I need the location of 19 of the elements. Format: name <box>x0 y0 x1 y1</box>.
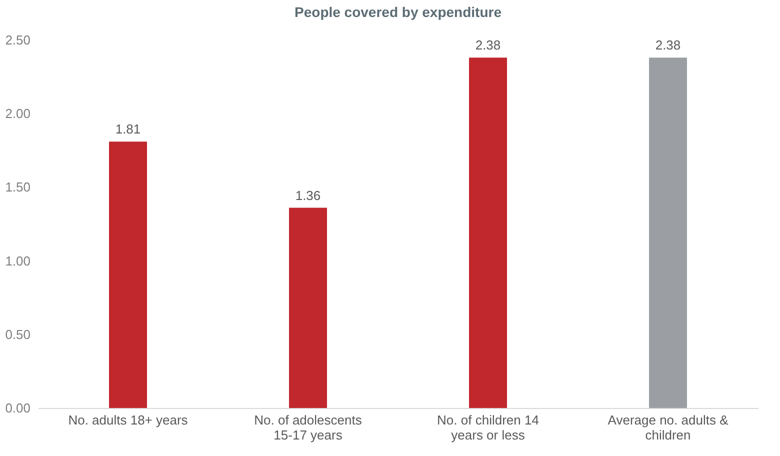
data-label: 2.38 <box>655 38 681 53</box>
x-tick-label: No. of children 14 years or less <box>437 412 539 442</box>
y-tick-label: 2.00 <box>5 106 30 122</box>
data-label: 2.38 <box>475 38 501 53</box>
data-label: 1.81 <box>115 122 141 137</box>
bar <box>289 208 327 408</box>
y-tick-label: 1.00 <box>5 253 30 268</box>
y-tick-label: 0.00 <box>5 400 30 416</box>
chart-title: People covered by expenditure <box>294 4 502 20</box>
x-tick-label: Average no. adults & children <box>608 412 729 442</box>
bar <box>109 142 147 408</box>
y-tick-label: 0.50 <box>5 326 30 342</box>
y-tick-label: 1.50 <box>5 180 30 195</box>
bar <box>649 58 687 408</box>
x-tick-label: No. of adolescents 15-17 years <box>254 412 362 442</box>
x-tick-label: No. adults 18+ years <box>68 412 188 428</box>
data-label: 1.36 <box>295 188 321 203</box>
bar <box>469 58 507 408</box>
y-tick-label: 2.50 <box>5 32 30 48</box>
